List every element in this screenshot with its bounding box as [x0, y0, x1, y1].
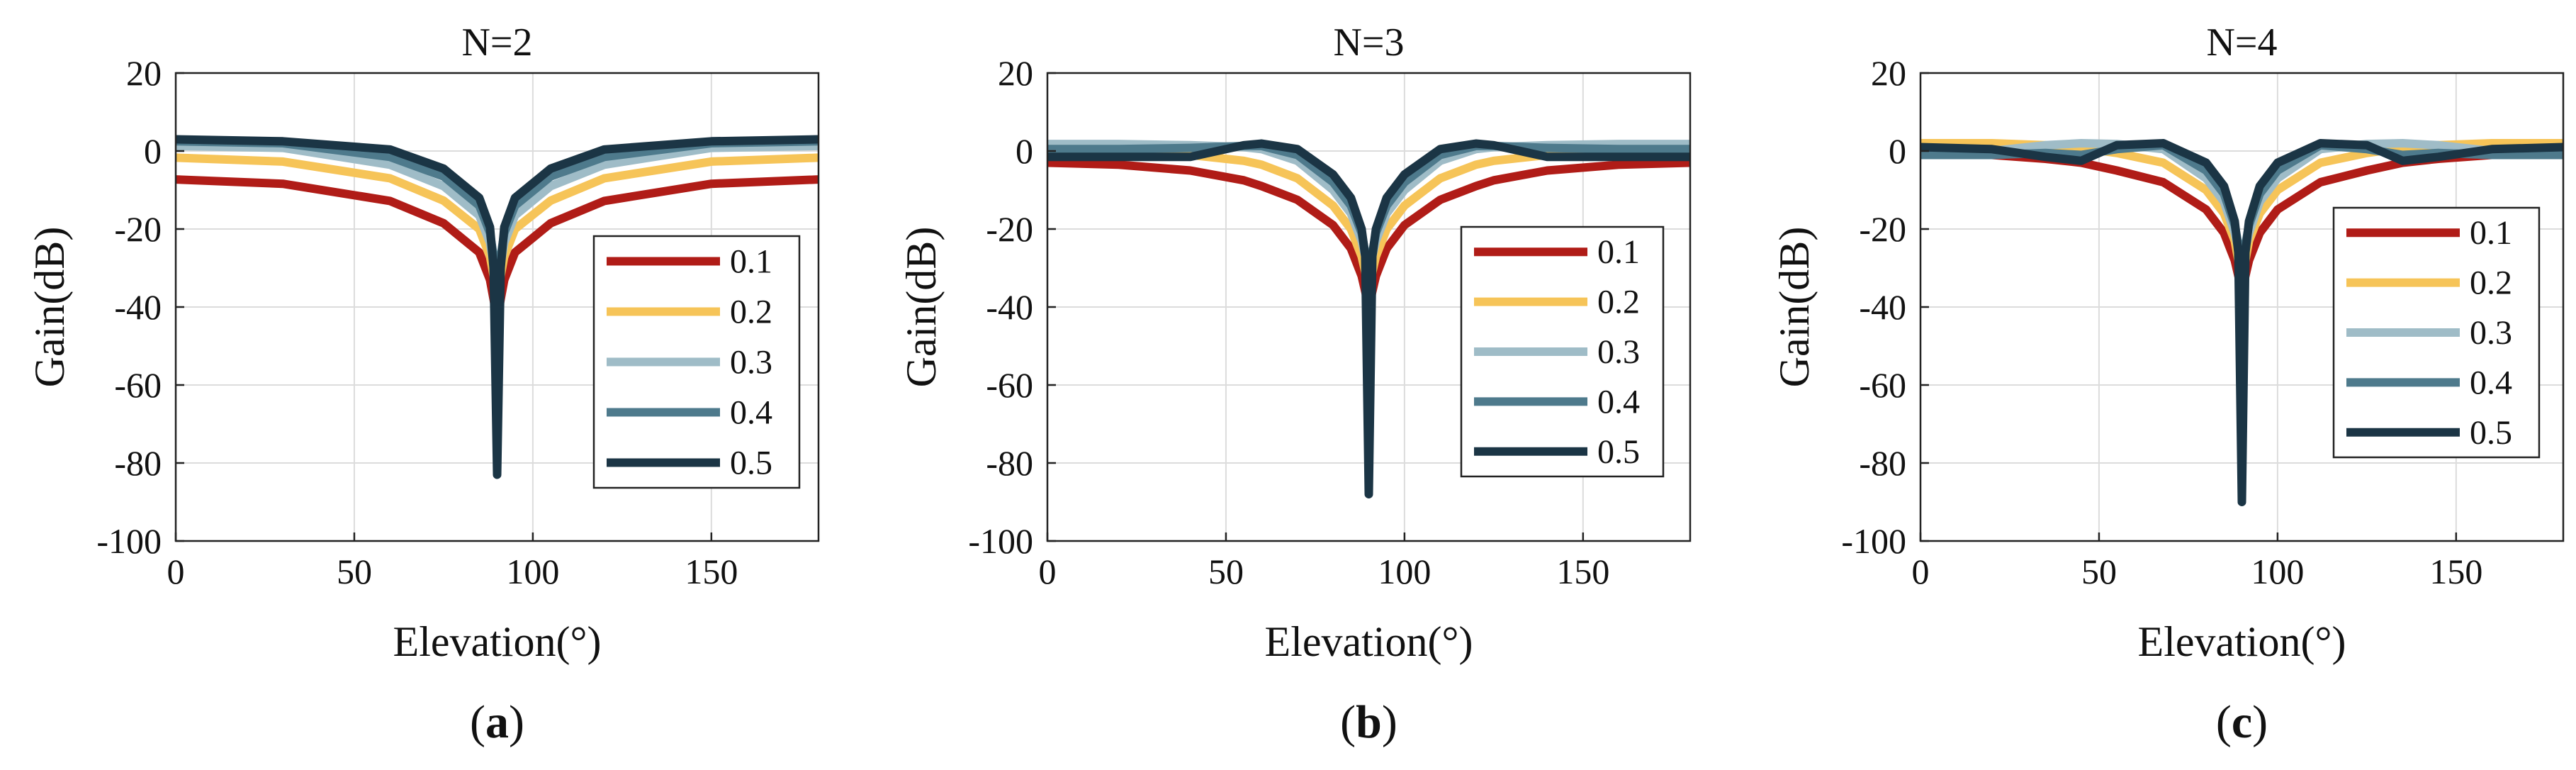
legend-label: 0.1: [2470, 214, 2512, 252]
legend: 0.1 0.2 0.3 0.4 0.5: [1460, 225, 1665, 478]
series-group: [1920, 139, 2563, 506]
x-axis-label: Elevation(°): [1265, 618, 1473, 665]
x-tick-label: 0: [1039, 552, 1057, 591]
caption-paren-close: ): [509, 696, 524, 748]
panel-caption: (a): [470, 696, 524, 748]
y-tick-label: -40: [114, 287, 162, 327]
chart-title: N=3: [1333, 21, 1404, 65]
x-axis-label: Elevation(°): [2138, 618, 2346, 665]
y-tick-label: 0: [1016, 131, 1033, 171]
series-group: [176, 135, 819, 479]
caption-paren-close: ): [1382, 696, 1397, 748]
y-tick-label: 20: [998, 53, 1033, 93]
y-axis-label: Gain(dB): [26, 227, 73, 388]
y-tick-label: -20: [114, 209, 162, 249]
legend: 0.1 0.2 0.3 0.4 0.5: [592, 235, 801, 489]
caption-paren-open: (: [1340, 696, 1356, 748]
legend-label: 0.2: [2470, 264, 2512, 302]
y-tick-label: -40: [986, 287, 1033, 327]
panel-caption: (b): [1340, 696, 1397, 748]
y-tick-label: -40: [1859, 287, 1906, 327]
legend-label: 0.1: [1597, 233, 1640, 271]
legend-label: 0.2: [1597, 284, 1640, 321]
y-tick-label: -20: [986, 209, 1033, 249]
caption-letter: a: [485, 696, 509, 748]
y-tick-label: -80: [114, 443, 162, 483]
legend-label: 0.5: [1597, 433, 1640, 471]
series-line-0.5: [176, 135, 819, 479]
y-axis-label: Gain(dB): [898, 227, 945, 388]
caption-paren-close: ): [2252, 696, 2268, 748]
y-tick-label: 20: [1871, 53, 1906, 93]
series-group: [1047, 139, 1690, 498]
x-tick-label: 50: [1208, 552, 1244, 591]
x-axis-label: Elevation(°): [393, 618, 602, 665]
x-tick-label: 100: [506, 552, 559, 591]
legend-label: 0.3: [1597, 333, 1640, 371]
legend-label: 0.3: [2470, 314, 2512, 352]
series-line-0.5: [1920, 139, 2563, 506]
y-tick-label: -100: [1841, 521, 1906, 561]
x-tick-label: 150: [1556, 552, 1609, 591]
legend-label: 0.3: [730, 344, 772, 381]
x-tick-label: 50: [2081, 552, 2117, 591]
x-tick-label: 100: [2251, 552, 2304, 591]
legend-label: 0.2: [730, 294, 772, 331]
chart-title: N=2: [461, 21, 532, 65]
legend-label: 0.1: [730, 243, 772, 281]
legend-label: 0.4: [730, 394, 772, 432]
y-tick-label: -60: [1859, 365, 1906, 405]
legend-label: 0.5: [2470, 414, 2512, 452]
caption-paren-open: (: [2216, 696, 2232, 748]
legend: 0.1 0.2 0.3 0.4 0.5: [2332, 206, 2541, 459]
y-tick-label: 0: [144, 131, 162, 171]
legend-label: 0.5: [730, 445, 772, 482]
y-tick-label: 0: [1889, 131, 1906, 171]
x-tick-label: 0: [1912, 552, 1930, 591]
y-tick-label: -80: [986, 443, 1033, 483]
chart-panel-c: 0 50 100 150200-20-40-60-80-100N=4Elevation…: [1771, 21, 2565, 748]
x-tick-label: 100: [1378, 552, 1431, 591]
legend-label: 0.4: [1597, 383, 1640, 420]
caption-letter: c: [2232, 696, 2252, 748]
chart-title: N=4: [2206, 21, 2277, 65]
panel-caption: (c): [2216, 696, 2268, 748]
y-tick-label: 20: [126, 53, 162, 93]
x-tick-label: 150: [2429, 552, 2482, 591]
y-tick-label: -80: [1859, 443, 1906, 483]
legend-label: 0.4: [2470, 364, 2512, 401]
caption-letter: b: [1356, 696, 1382, 748]
chart-panel-b: 0 50 100 150200-20-40-60-80-100N=3Elevation…: [898, 21, 1692, 748]
x-tick-label: 50: [337, 552, 372, 591]
y-tick-label: -20: [1859, 209, 1906, 249]
y-tick-label: -100: [968, 521, 1033, 561]
series-line-0.5: [1047, 139, 1690, 498]
chart-panel-a: 0 50 100 150200-20-40-60-80-100N=2Elevation…: [26, 21, 820, 748]
x-tick-label: 0: [167, 552, 185, 591]
y-tick-label: -100: [96, 521, 162, 561]
y-tick-label: -60: [114, 365, 162, 405]
y-axis-label: Gain(dB): [1771, 227, 1818, 388]
caption-paren-open: (: [470, 696, 485, 748]
y-tick-label: -60: [986, 365, 1033, 405]
x-tick-label: 150: [685, 552, 738, 591]
